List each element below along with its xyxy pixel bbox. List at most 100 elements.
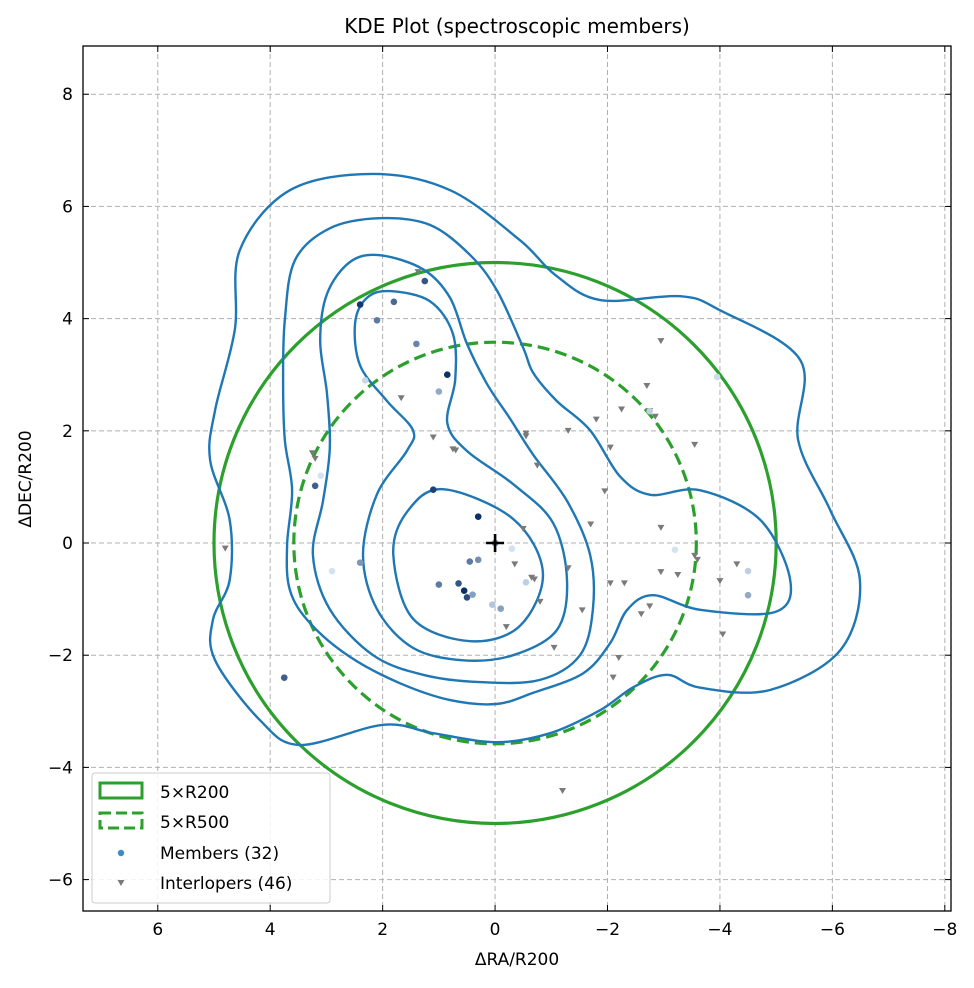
interloper-point	[693, 556, 701, 563]
interloper-point	[719, 631, 727, 638]
y-tick-label: 0	[62, 534, 73, 554]
member-point	[646, 407, 653, 415]
member-point	[671, 546, 679, 554]
interloper-point	[536, 598, 544, 605]
member-point	[508, 545, 516, 552]
interloper-point	[550, 644, 558, 651]
legend-label-r500: 5×R500	[160, 813, 229, 833]
x-tick-label: 2	[377, 920, 388, 940]
legend-label-members: Members (32)	[160, 844, 279, 864]
interloper-point	[657, 524, 665, 531]
kde-contour-5	[392, 487, 545, 643]
interloper-point	[530, 576, 538, 583]
member-point	[356, 559, 364, 566]
legend: 5×R200 5×R500 Members (32) Interlopers (…	[91, 772, 331, 904]
interloper-point	[522, 433, 530, 440]
cluster-center-marker	[486, 534, 505, 553]
interloper-point	[657, 338, 665, 345]
interloper-point	[733, 561, 741, 568]
y-tick-label: 2	[62, 422, 73, 442]
member-point	[713, 373, 721, 381]
member-point	[469, 591, 476, 598]
member-point	[497, 605, 504, 612]
interloper-point	[452, 447, 460, 454]
member-point	[421, 277, 429, 285]
y-tick-label: 6	[62, 197, 73, 217]
kde-contour-1	[208, 172, 862, 747]
member-point	[474, 513, 482, 520]
y-tick-label: −6	[48, 871, 73, 891]
legend-interloper-marker	[117, 880, 125, 886]
interloper-point	[615, 655, 623, 662]
r500-circle	[292, 340, 698, 746]
interloper-point	[691, 441, 699, 448]
interloper-point	[606, 580, 614, 587]
x-tick-label: −6	[820, 920, 845, 940]
interloper-point	[620, 580, 628, 587]
kde-contour-3	[311, 253, 596, 685]
member-point	[460, 587, 468, 594]
y-tick-label: 4	[62, 310, 73, 330]
member-point	[522, 578, 530, 586]
interloper-point	[528, 574, 536, 581]
chart-title: KDE Plot (spectroscopic members)	[344, 14, 690, 38]
legend-frame	[91, 772, 331, 904]
grid	[83, 46, 951, 911]
x-tick-label: −2	[595, 920, 620, 940]
interloper-point	[691, 552, 699, 559]
interloper-point	[414, 269, 422, 276]
legend-label-interlopers: Interlopers (46)	[160, 874, 292, 894]
interloper-point	[618, 406, 626, 413]
y-tick-label: −2	[48, 646, 73, 666]
interloper-point	[564, 427, 572, 434]
interloper-point	[646, 603, 654, 610]
member-point	[744, 591, 752, 599]
member-point	[317, 472, 325, 479]
interloper-point	[564, 565, 572, 572]
member-point	[413, 340, 420, 348]
interloper-point	[674, 571, 682, 578]
member-point	[488, 601, 496, 609]
member-point	[435, 581, 443, 588]
x-tick-label: 6	[152, 920, 163, 940]
interloper-point	[592, 416, 600, 423]
legend-swatch-r500	[98, 811, 144, 830]
y-tick-label: 8	[62, 85, 73, 105]
x-tick-label: −8	[932, 920, 957, 940]
x-tick-label: 4	[265, 920, 276, 940]
member-point	[280, 674, 288, 681]
interloper-point	[578, 607, 586, 614]
interloper-point	[308, 450, 316, 457]
x-tick-label: 0	[490, 920, 501, 940]
x-axis-label: ΔRA/R200	[475, 950, 559, 970]
interloper-point	[559, 787, 567, 794]
interloper-point	[643, 382, 651, 389]
member-point	[328, 567, 336, 575]
plot-frame	[82, 45, 952, 912]
interloper-point	[637, 611, 645, 618]
interloper-point	[519, 525, 527, 532]
member-point	[429, 486, 437, 494]
member-point	[474, 556, 482, 564]
interloper-point	[502, 624, 510, 631]
legend-swatch-r200	[98, 781, 144, 800]
member-point	[311, 482, 319, 490]
member-point	[455, 580, 462, 587]
interloper-point	[609, 674, 617, 681]
interloper-point	[511, 561, 519, 568]
interloper-point	[587, 521, 595, 528]
interloper-point	[716, 578, 724, 585]
axis-ticks: 6 4 2 0 −2 −4 −6 −8 8 6 4 2 0 −2 −4 −6	[48, 46, 957, 940]
member-point	[390, 298, 398, 306]
x-tick-label: −4	[707, 920, 732, 940]
legend-label-r200: 5×R200	[160, 783, 229, 803]
interloper-point	[397, 395, 405, 402]
interloper-point	[657, 569, 665, 576]
member-point	[744, 567, 752, 575]
interloper-point	[533, 462, 541, 469]
interloper-point	[601, 488, 609, 495]
interloper-point	[606, 444, 614, 451]
interloper-point	[311, 455, 319, 462]
member-point	[443, 371, 451, 379]
